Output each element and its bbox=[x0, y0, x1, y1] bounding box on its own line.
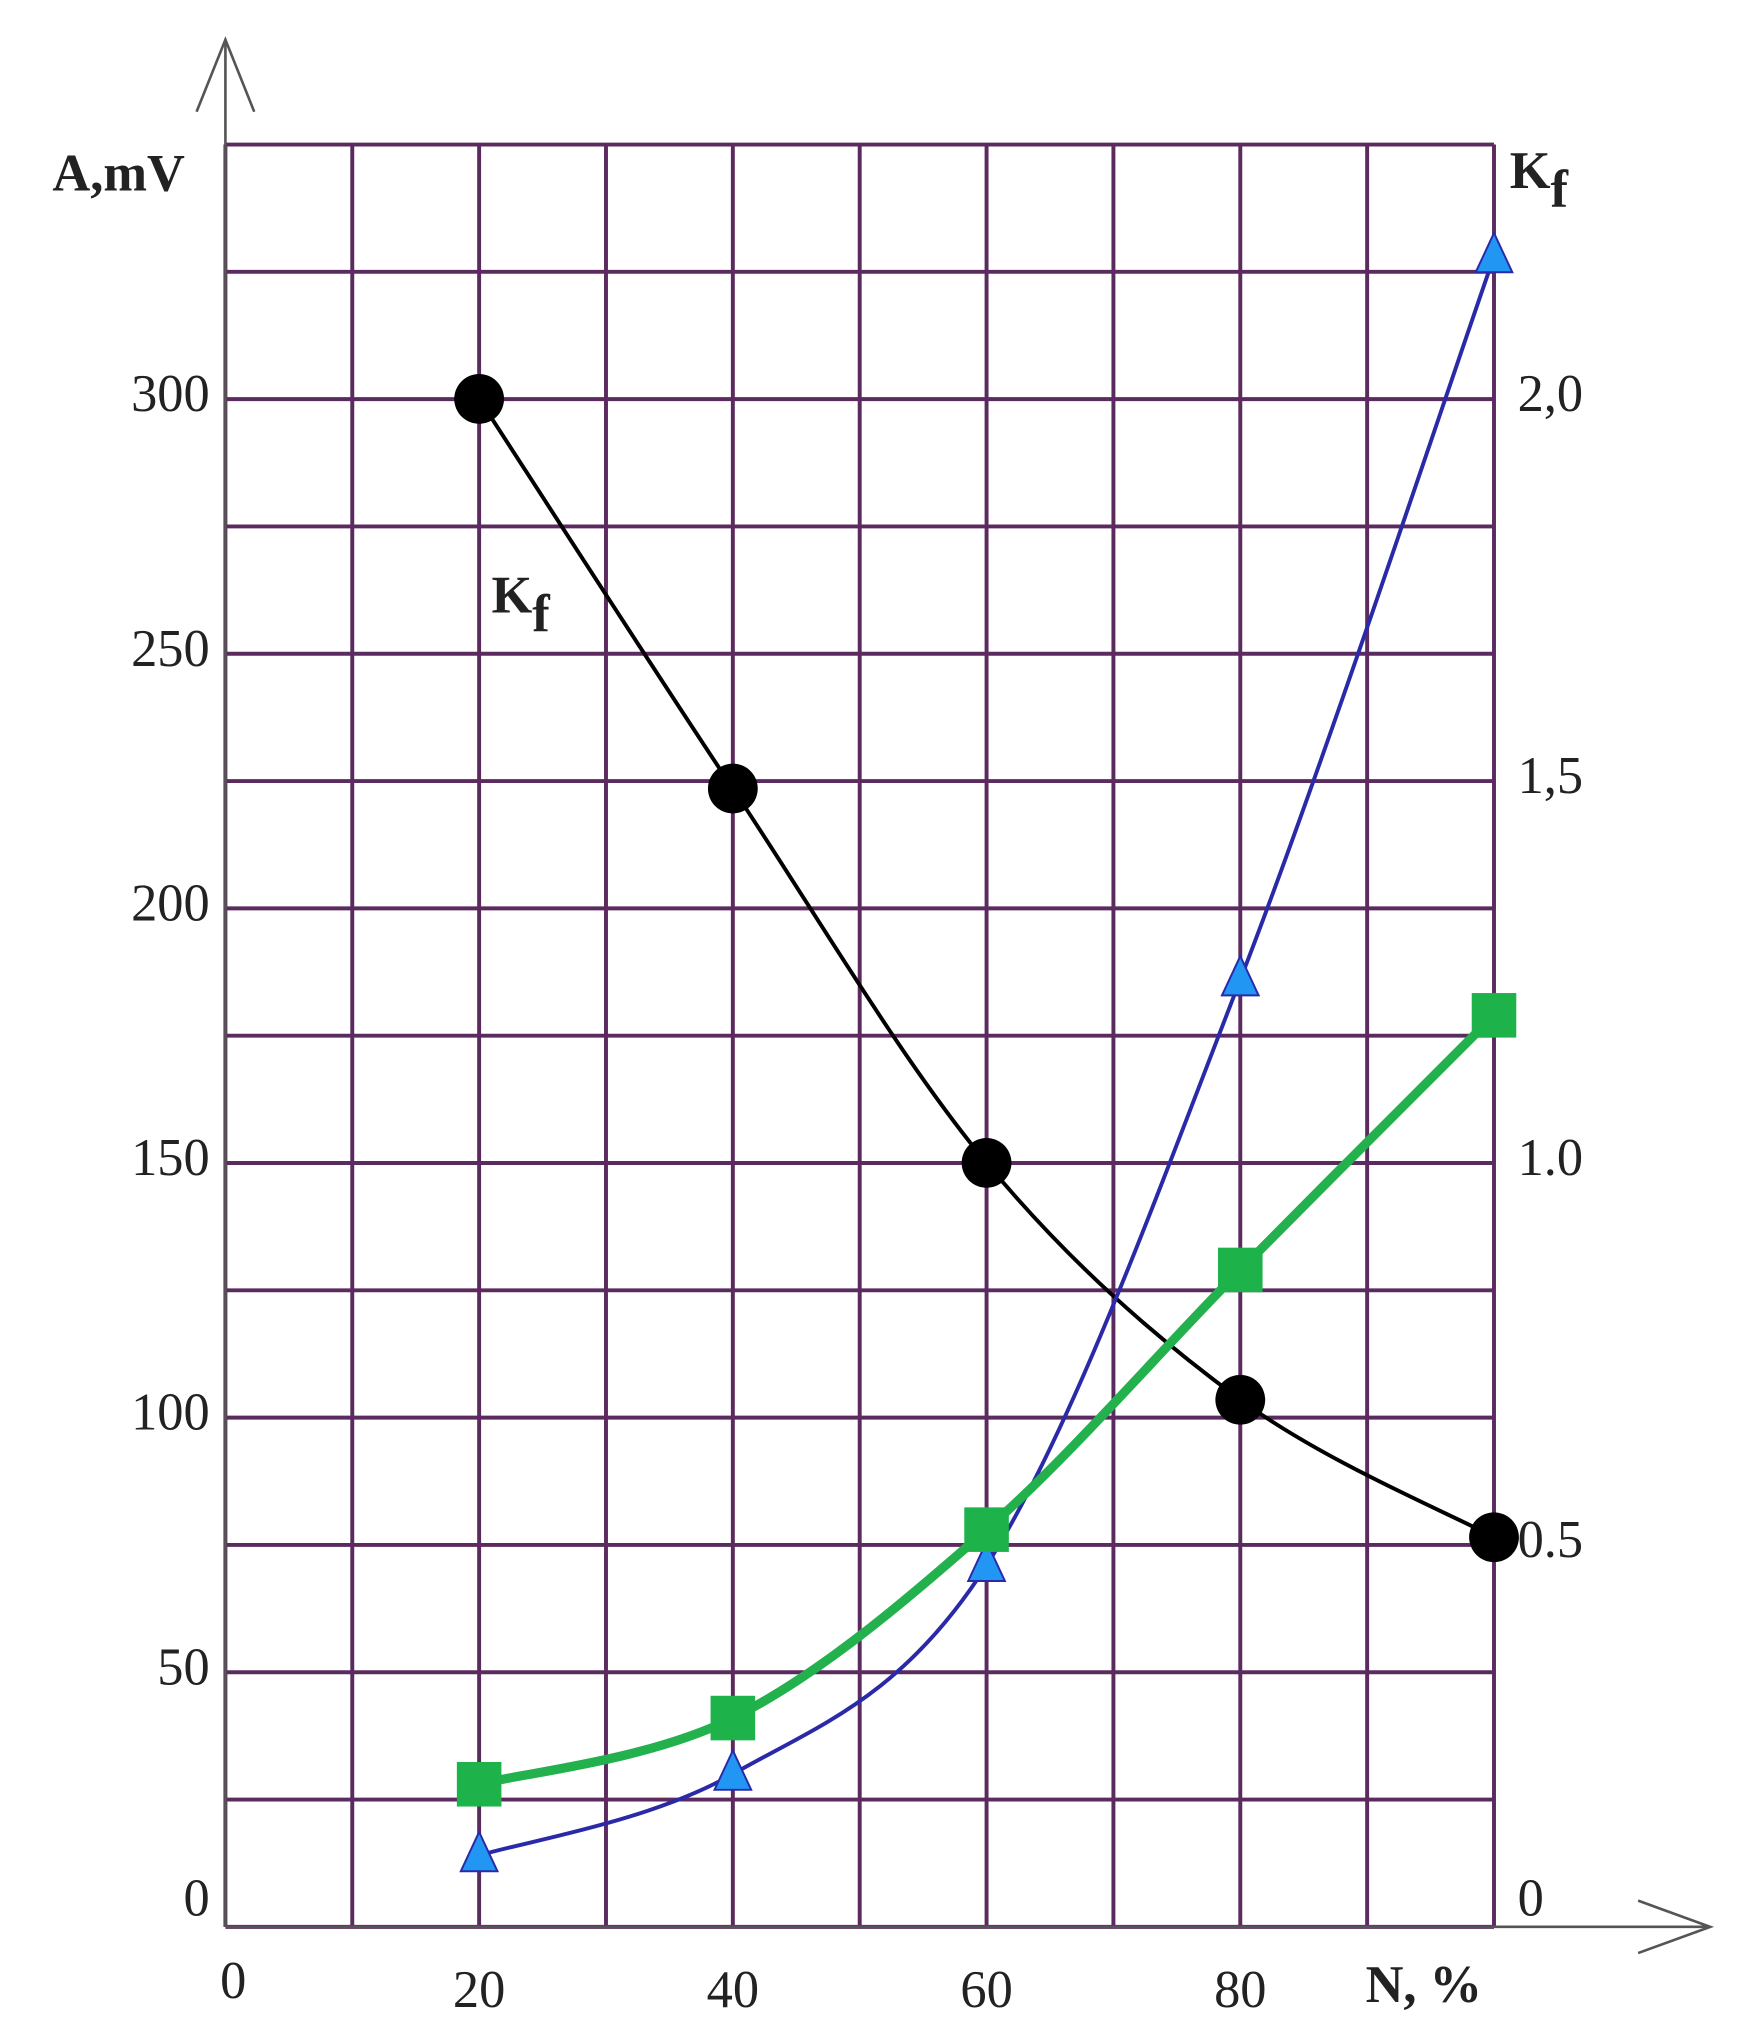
annotation-main: K bbox=[491, 567, 532, 625]
marker bbox=[961, 1137, 1012, 1188]
marker bbox=[710, 1695, 756, 1741]
y2-tick-label: 1,5 bbox=[1518, 747, 1584, 805]
marker bbox=[712, 1748, 753, 1791]
y2-tick-label: 2,0 bbox=[1518, 365, 1584, 423]
x-tick-label: 40 bbox=[707, 1961, 759, 2019]
series-line bbox=[477, 397, 1495, 1539]
y-tick-label: 50 bbox=[157, 1638, 209, 1696]
y-tick-label: 200 bbox=[131, 874, 210, 932]
series-line bbox=[478, 255, 1496, 1858]
y-axis-label: A,mV bbox=[52, 145, 185, 203]
annotation-sub: f bbox=[532, 585, 550, 643]
annotation: Kf bbox=[491, 567, 550, 643]
marker bbox=[454, 374, 505, 424]
x-axis-arrow bbox=[1637, 1899, 1715, 1955]
x-axis-label: N, % bbox=[1366, 1956, 1482, 2014]
y2-tick-label: 0 bbox=[1518, 1869, 1544, 1927]
marker bbox=[966, 1539, 1007, 1583]
x-tick-label: 80 bbox=[1214, 1961, 1266, 2019]
x-tick-label: 20 bbox=[453, 1961, 505, 2019]
marker bbox=[707, 763, 758, 814]
y2-axis-label: Kf bbox=[1510, 142, 1569, 218]
marker bbox=[1220, 953, 1261, 997]
y-tick-label: 100 bbox=[131, 1384, 210, 1442]
marker bbox=[1469, 1512, 1519, 1563]
x-tick-label: 60 bbox=[960, 1961, 1012, 2019]
y-tick-label: 0 bbox=[183, 1869, 209, 1927]
y2-tick-label: 0.5 bbox=[1518, 1511, 1584, 1569]
marker bbox=[1215, 1374, 1266, 1425]
y2-tick-label: 1.0 bbox=[1518, 1129, 1584, 1187]
marker bbox=[1471, 993, 1517, 1038]
y-tick-label: 150 bbox=[131, 1129, 210, 1187]
marker bbox=[1218, 1247, 1263, 1293]
marker bbox=[459, 1829, 500, 1873]
y-tick-label: 300 bbox=[131, 365, 210, 423]
x-tick-label: 0 bbox=[220, 1952, 246, 2010]
marker bbox=[964, 1507, 1009, 1552]
marker bbox=[1474, 230, 1514, 274]
y-axis-arrow bbox=[195, 36, 256, 113]
y-tick-label: 250 bbox=[131, 620, 210, 678]
y2-label-sub: f bbox=[1550, 160, 1568, 218]
marker bbox=[456, 1761, 502, 1807]
y2-label-main: K bbox=[1510, 142, 1551, 200]
